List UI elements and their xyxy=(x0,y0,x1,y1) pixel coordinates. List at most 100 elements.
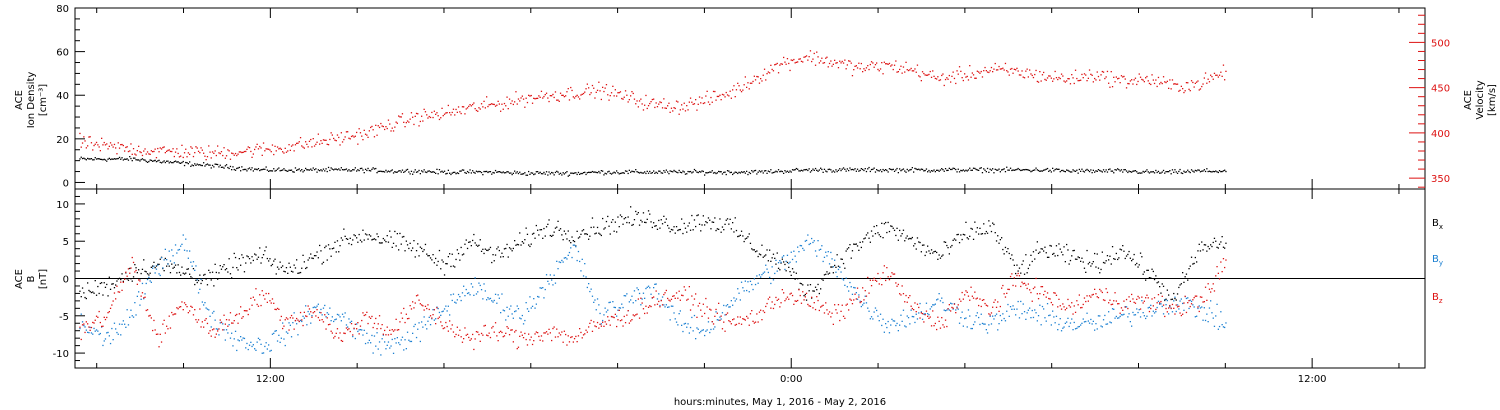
by-point xyxy=(1083,321,1086,323)
ion-density-point xyxy=(219,164,221,166)
ion-density-point xyxy=(1179,168,1181,171)
velocity-point xyxy=(1213,72,1216,74)
by-point xyxy=(552,284,554,286)
velocity-point xyxy=(1064,81,1066,83)
velocity-point xyxy=(364,133,367,135)
bx-point xyxy=(1099,272,1101,274)
bx-point xyxy=(312,257,314,260)
by-point xyxy=(865,302,868,304)
bx-point xyxy=(250,262,252,264)
ion-density-point xyxy=(443,170,446,172)
bx-point xyxy=(531,233,534,235)
ion-density-point xyxy=(125,158,127,160)
by-point xyxy=(1118,317,1120,319)
velocity-point xyxy=(807,59,809,61)
bx-point xyxy=(1031,260,1033,263)
ion-density-point xyxy=(1025,168,1027,171)
by-point xyxy=(979,323,981,326)
ion-density-point xyxy=(1050,171,1052,173)
bz-point xyxy=(120,281,122,283)
ion-density-point xyxy=(984,169,986,171)
velocity-point xyxy=(390,130,392,132)
bx-point xyxy=(827,273,829,275)
bz-point xyxy=(1067,298,1069,301)
velocity-point xyxy=(769,72,771,74)
velocity-point xyxy=(612,85,614,87)
bz-point xyxy=(616,325,618,328)
velocity-point xyxy=(783,56,785,59)
bz-point xyxy=(599,323,601,325)
by-point xyxy=(952,308,954,310)
bz-point xyxy=(948,304,950,306)
by-point xyxy=(573,244,576,246)
by-point xyxy=(677,324,679,326)
ion-density-point xyxy=(419,173,421,175)
bz-point xyxy=(223,314,225,316)
bx-point xyxy=(804,293,806,296)
velocity-point xyxy=(1078,79,1080,82)
ion-density-point xyxy=(1180,172,1182,174)
bz-point xyxy=(1197,306,1199,308)
ion-density-point xyxy=(325,168,327,170)
ion-density-point xyxy=(710,171,712,173)
ion-density-point xyxy=(1189,171,1191,174)
ion-density-point xyxy=(809,171,812,173)
by-point xyxy=(923,313,925,315)
ion-density-point xyxy=(854,168,856,170)
bx-point xyxy=(677,229,679,232)
bz-point xyxy=(339,332,341,334)
bx-point xyxy=(99,282,101,285)
by-point xyxy=(358,329,360,331)
bz-point xyxy=(171,311,173,314)
bz-point xyxy=(307,305,309,307)
velocity-point xyxy=(408,121,410,123)
bx-point xyxy=(1074,258,1077,260)
bx-point xyxy=(896,227,898,229)
ion-density-point xyxy=(742,171,744,174)
bx-point xyxy=(1076,258,1078,260)
bz-point xyxy=(1124,306,1126,308)
ion-density-point xyxy=(818,169,820,171)
ion-density-point xyxy=(878,170,880,172)
ion-density-point xyxy=(1221,170,1223,173)
by-point xyxy=(956,306,958,308)
bx-point xyxy=(683,222,685,225)
bz-point xyxy=(176,307,178,309)
velocity-point xyxy=(1034,73,1036,76)
by-point xyxy=(786,254,789,256)
by-point xyxy=(164,248,166,250)
velocity-point xyxy=(808,56,810,58)
bx-point xyxy=(144,270,146,272)
by-point xyxy=(794,255,796,257)
velocity-point xyxy=(1095,79,1097,81)
velocity-point xyxy=(293,150,295,152)
bz-point xyxy=(1188,300,1190,302)
velocity-point xyxy=(978,71,980,73)
bx-point xyxy=(1143,271,1145,273)
velocity-point xyxy=(169,150,172,153)
bx-point xyxy=(294,267,297,269)
velocity-point xyxy=(417,113,419,115)
ion-density-point xyxy=(524,172,526,174)
velocity-point xyxy=(892,68,894,71)
by-point xyxy=(236,349,238,352)
by-point xyxy=(327,313,330,315)
ion-density-point xyxy=(1131,171,1133,173)
velocity-point xyxy=(1203,77,1205,79)
velocity-point xyxy=(1160,81,1162,84)
bx-point xyxy=(860,246,862,249)
ion-density-point xyxy=(97,158,99,160)
by-point xyxy=(438,311,441,314)
ion-density-point xyxy=(716,172,718,174)
bz-point xyxy=(589,322,591,324)
by-point xyxy=(911,315,913,318)
ion-density-point xyxy=(1104,171,1106,173)
ion-density-point xyxy=(1106,171,1109,173)
by-point xyxy=(537,295,539,298)
bx-point xyxy=(87,282,89,284)
velocity-point xyxy=(334,139,336,141)
bx-point xyxy=(660,219,662,221)
velocity-point xyxy=(721,93,724,96)
bx-point xyxy=(786,261,789,264)
bz-point xyxy=(1001,287,1003,289)
